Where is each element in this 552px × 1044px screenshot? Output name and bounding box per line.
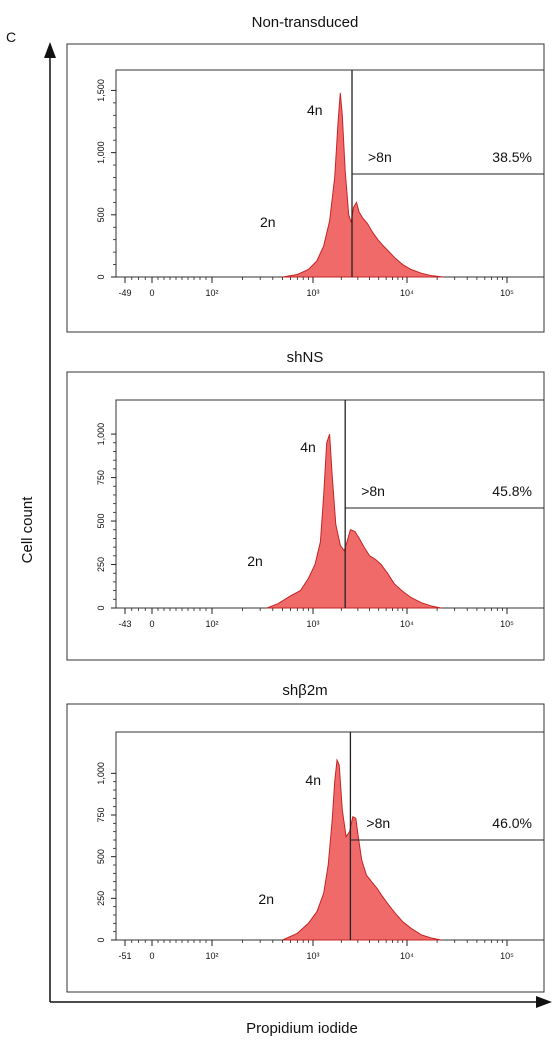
x-tick-label: 10⁴ (400, 288, 414, 298)
outer-y-axis-arrow (44, 42, 56, 58)
gate-label: >8n (366, 815, 390, 831)
x-tick-label: 0 (149, 288, 154, 298)
peak-label: 4n (307, 102, 323, 118)
x-axis-title: Propidium iodide (246, 1020, 358, 1037)
histogram-panel: shβ2m >8n 46.0% 4n 2n 0 250 500 750 1,000 -51 0 10² 1… (66, 682, 545, 993)
y-tick-label: 750 (96, 807, 106, 822)
y-tick-label: 500 (96, 207, 106, 222)
x-tick-label: 10² (205, 288, 218, 298)
outer-x-axis-arrow (536, 996, 552, 1008)
histogram-panel: Non-transduced >8n 38.5% 4n 2n 0 500 1,000 1,500… (66, 14, 545, 333)
y-tick-label: 1,000 (96, 423, 106, 446)
gate-percent: 38.5% (492, 149, 532, 165)
y-tick-label: 1,000 (96, 762, 106, 785)
y-tick-label: 0 (96, 937, 106, 942)
histogram-area (282, 758, 442, 941)
peak-label: 4n (305, 772, 321, 788)
y-tick-label: 0 (96, 605, 106, 610)
y-tick-label: 0 (96, 274, 106, 279)
x-tick-label: 10³ (306, 951, 319, 961)
gate-percent: 46.0% (492, 815, 532, 831)
x-tick-label: 10⁴ (400, 951, 414, 961)
x-tick-label: 10² (205, 951, 218, 961)
gate-label: >8n (368, 149, 392, 165)
panel-title: shNS (287, 349, 324, 366)
peak-label: 2n (258, 891, 274, 907)
x-tick-label: 10² (205, 619, 218, 629)
gate-percent: 45.8% (492, 483, 532, 499)
panel-letter: C (6, 29, 16, 45)
x-tick-label: 0 (149, 619, 154, 629)
panel-frame (66, 371, 545, 661)
panel-frame (66, 703, 545, 993)
x-tick-label: -49 (118, 288, 131, 298)
peak-label: 4n (300, 439, 316, 455)
x-tick-label: 10³ (306, 288, 319, 298)
x-tick-label: 10⁵ (500, 619, 514, 629)
x-tick-label: 10⁵ (500, 288, 514, 298)
x-tick-label: -51 (118, 951, 131, 961)
y-tick-label: 1,000 (96, 141, 106, 164)
x-tick-label: 10⁵ (500, 951, 514, 961)
histogram-panels: Non-transduced >8n 38.5% 4n 2n 0 500 1,000 1,500… (66, 14, 545, 993)
peak-label: 2n (247, 553, 263, 569)
y-tick-label: 1,500 (96, 79, 106, 102)
x-tick-label: 0 (149, 951, 154, 961)
y-tick-label: 500 (96, 849, 106, 864)
panel-title: shβ2m (282, 682, 327, 699)
y-tick-label: 250 (96, 891, 106, 906)
gate-label: >8n (361, 483, 385, 499)
histogram-panel: shNS >8n 45.8% 4n 2n 0 250 500 750 1,000 -43 0 10² 10… (66, 349, 545, 661)
y-tick-label: 500 (96, 514, 106, 529)
x-tick-label: 10⁴ (400, 619, 414, 629)
x-tick-label: 10³ (306, 619, 319, 629)
histogram-area (282, 92, 444, 278)
peak-label: 2n (260, 214, 276, 230)
x-tick-label: -43 (118, 619, 131, 629)
y-tick-label: 750 (96, 470, 106, 485)
panel-title: Non-transduced (252, 14, 359, 31)
histogram-area (266, 433, 442, 609)
y-tick-label: 250 (96, 557, 106, 572)
y-axis-title: Cell count (19, 496, 36, 564)
